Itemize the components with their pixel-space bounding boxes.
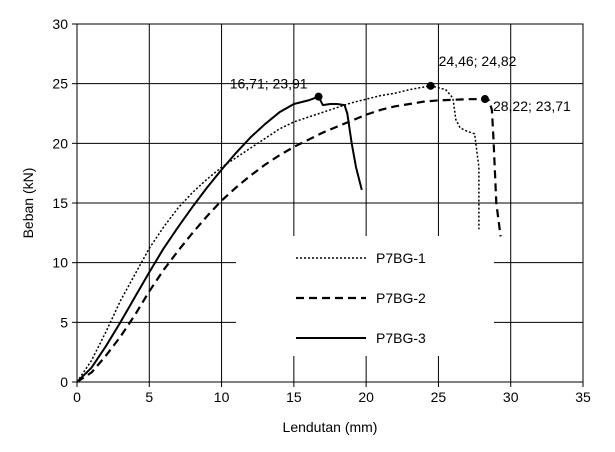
annotation-points	[314, 81, 489, 104]
annotation-labels: 16,71; 23,91 24,46; 24,82 28,22; 23,71	[230, 53, 571, 114]
series-line-p7bg-2	[76, 98, 502, 383]
x-tick-label: 5	[145, 389, 153, 405]
y-tick-label: 0	[60, 374, 68, 390]
peak-point-marker	[426, 81, 435, 90]
tick-labels: 0 5 10 15 20 25 30 35 0 5 10 15 20 25 30	[52, 16, 591, 405]
x-axis-label: Lendutan (mm)	[283, 419, 378, 435]
legend-box	[236, 236, 494, 356]
peak-label: 28,22; 23,71	[493, 98, 571, 114]
x-tick-label: 10	[214, 389, 230, 405]
y-tick-label: 10	[52, 255, 68, 271]
legend-label: P7BG-2	[376, 290, 426, 306]
series-line-p7bg-1	[76, 85, 480, 383]
y-tick-label: 30	[52, 16, 68, 32]
peak-point-marker	[314, 92, 323, 101]
x-tick-label: 0	[73, 389, 81, 405]
legend-label: P7BG-1	[376, 250, 426, 266]
grid	[77, 24, 583, 382]
x-tick-label: 30	[503, 389, 519, 405]
peak-label: 16,71; 23,91	[230, 76, 308, 92]
peak-point-marker	[480, 95, 489, 104]
legend-label: P7BG-3	[376, 330, 426, 346]
x-tick-label: 35	[575, 389, 591, 405]
y-tick-label: 20	[52, 135, 68, 151]
y-tick-label: 25	[52, 76, 68, 92]
y-axis-label: Beban (kN)	[20, 168, 36, 239]
y-tick-label: 5	[60, 314, 68, 330]
peak-label: 24,46; 24,82	[439, 53, 517, 69]
legend: P7BG-1 P7BG-2 P7BG-3	[236, 236, 494, 356]
series-group	[76, 85, 502, 383]
y-tick-label: 15	[52, 195, 68, 211]
x-tick-label: 15	[286, 389, 302, 405]
series-line-p7bg-3	[76, 95, 363, 383]
x-tick-label: 25	[431, 389, 447, 405]
x-tick-label: 20	[358, 389, 374, 405]
